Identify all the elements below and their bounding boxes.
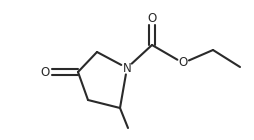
- Text: O: O: [178, 57, 188, 69]
- Text: O: O: [147, 11, 157, 24]
- Text: O: O: [40, 66, 50, 79]
- Text: N: N: [123, 61, 131, 74]
